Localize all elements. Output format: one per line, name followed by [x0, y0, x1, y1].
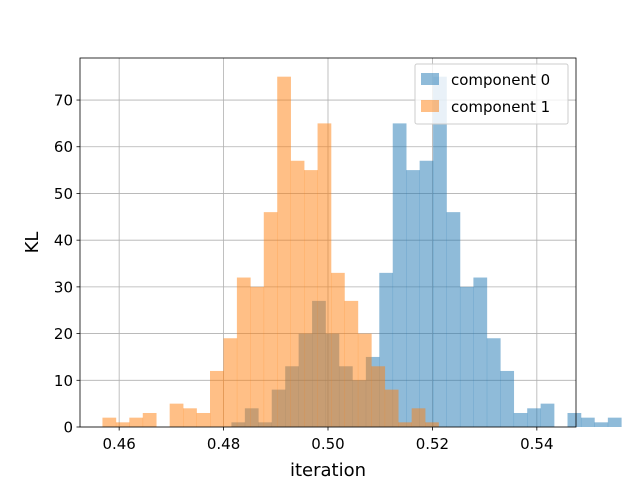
histogram-bar — [236, 277, 251, 427]
histogram-bar — [357, 333, 372, 427]
legend-frame — [414, 63, 569, 125]
histogram-bar — [446, 212, 461, 427]
histogram-bar — [169, 403, 184, 427]
histogram-bar — [384, 389, 399, 427]
histogram-bar — [142, 412, 157, 427]
histogram-bar — [486, 338, 501, 427]
histogram-bar — [527, 408, 541, 427]
y-tick-label: 70 — [54, 92, 73, 110]
x-tick-label: 0.52 — [416, 435, 449, 453]
legend-swatch-component-0 — [421, 73, 439, 85]
histogram-bar — [129, 417, 144, 427]
histogram-bar — [196, 412, 211, 427]
histogram-bar — [210, 370, 224, 427]
histogram-bar — [540, 403, 555, 427]
histogram-bar — [102, 417, 117, 427]
histogram-bar — [344, 300, 359, 427]
histogram-bar — [459, 286, 474, 427]
histogram-bar — [419, 160, 434, 427]
series-component-1 — [102, 76, 439, 428]
histogram-bar — [115, 422, 130, 427]
legend-label-component-1: component 1 — [451, 98, 550, 116]
histogram-bar — [183, 408, 197, 427]
histogram-bar — [398, 422, 412, 427]
histogram-bar — [290, 160, 305, 427]
histogram-bar — [392, 123, 407, 428]
x-tick-label: 0.54 — [520, 435, 553, 453]
histogram-bar — [425, 422, 439, 427]
histogram-bar — [513, 412, 528, 427]
y-axis-label: KL — [22, 232, 43, 254]
y-tick-label: 30 — [54, 278, 73, 296]
x-tick-label: 0.46 — [102, 435, 135, 453]
axis-ticks: 0.46 0.48 0.50 0.52 0.54 0 10 20 30 40 50 60 70 — [54, 92, 554, 453]
histogram-bar — [406, 170, 420, 428]
histogram-bar — [473, 277, 488, 427]
legend-label-component-0: component 0 — [451, 71, 550, 89]
histogram-bar — [317, 123, 332, 428]
histogram-bar — [304, 170, 318, 428]
histogram-bar — [250, 286, 265, 427]
histogram-bar — [433, 76, 447, 428]
y-tick-label: 60 — [54, 138, 73, 156]
y-tick-label: 0 — [63, 419, 73, 437]
histogram-bar — [331, 272, 345, 427]
x-tick-label: 0.50 — [311, 435, 344, 453]
legend: component 0 component 1 — [414, 63, 569, 125]
histogram-bar — [371, 366, 386, 427]
histogram-bars — [102, 76, 622, 428]
histogram-bar — [411, 408, 426, 427]
histogram-bar — [567, 412, 582, 427]
y-tick-label: 40 — [54, 232, 73, 250]
legend-swatch-component-1 — [421, 100, 439, 112]
histogram-bar — [580, 417, 595, 427]
y-tick-label: 20 — [54, 325, 73, 343]
histogram-bar — [500, 370, 515, 427]
histogram-bar — [607, 417, 622, 427]
histogram-bar — [223, 338, 238, 427]
histogram-bar — [263, 212, 278, 427]
y-tick-label: 50 — [54, 185, 73, 203]
x-tick-label: 0.48 — [207, 435, 240, 453]
histogram-bar — [277, 76, 291, 428]
histogram-bar — [594, 422, 609, 427]
x-axis-label: iteration — [290, 460, 366, 480]
y-tick-label: 10 — [54, 372, 73, 390]
